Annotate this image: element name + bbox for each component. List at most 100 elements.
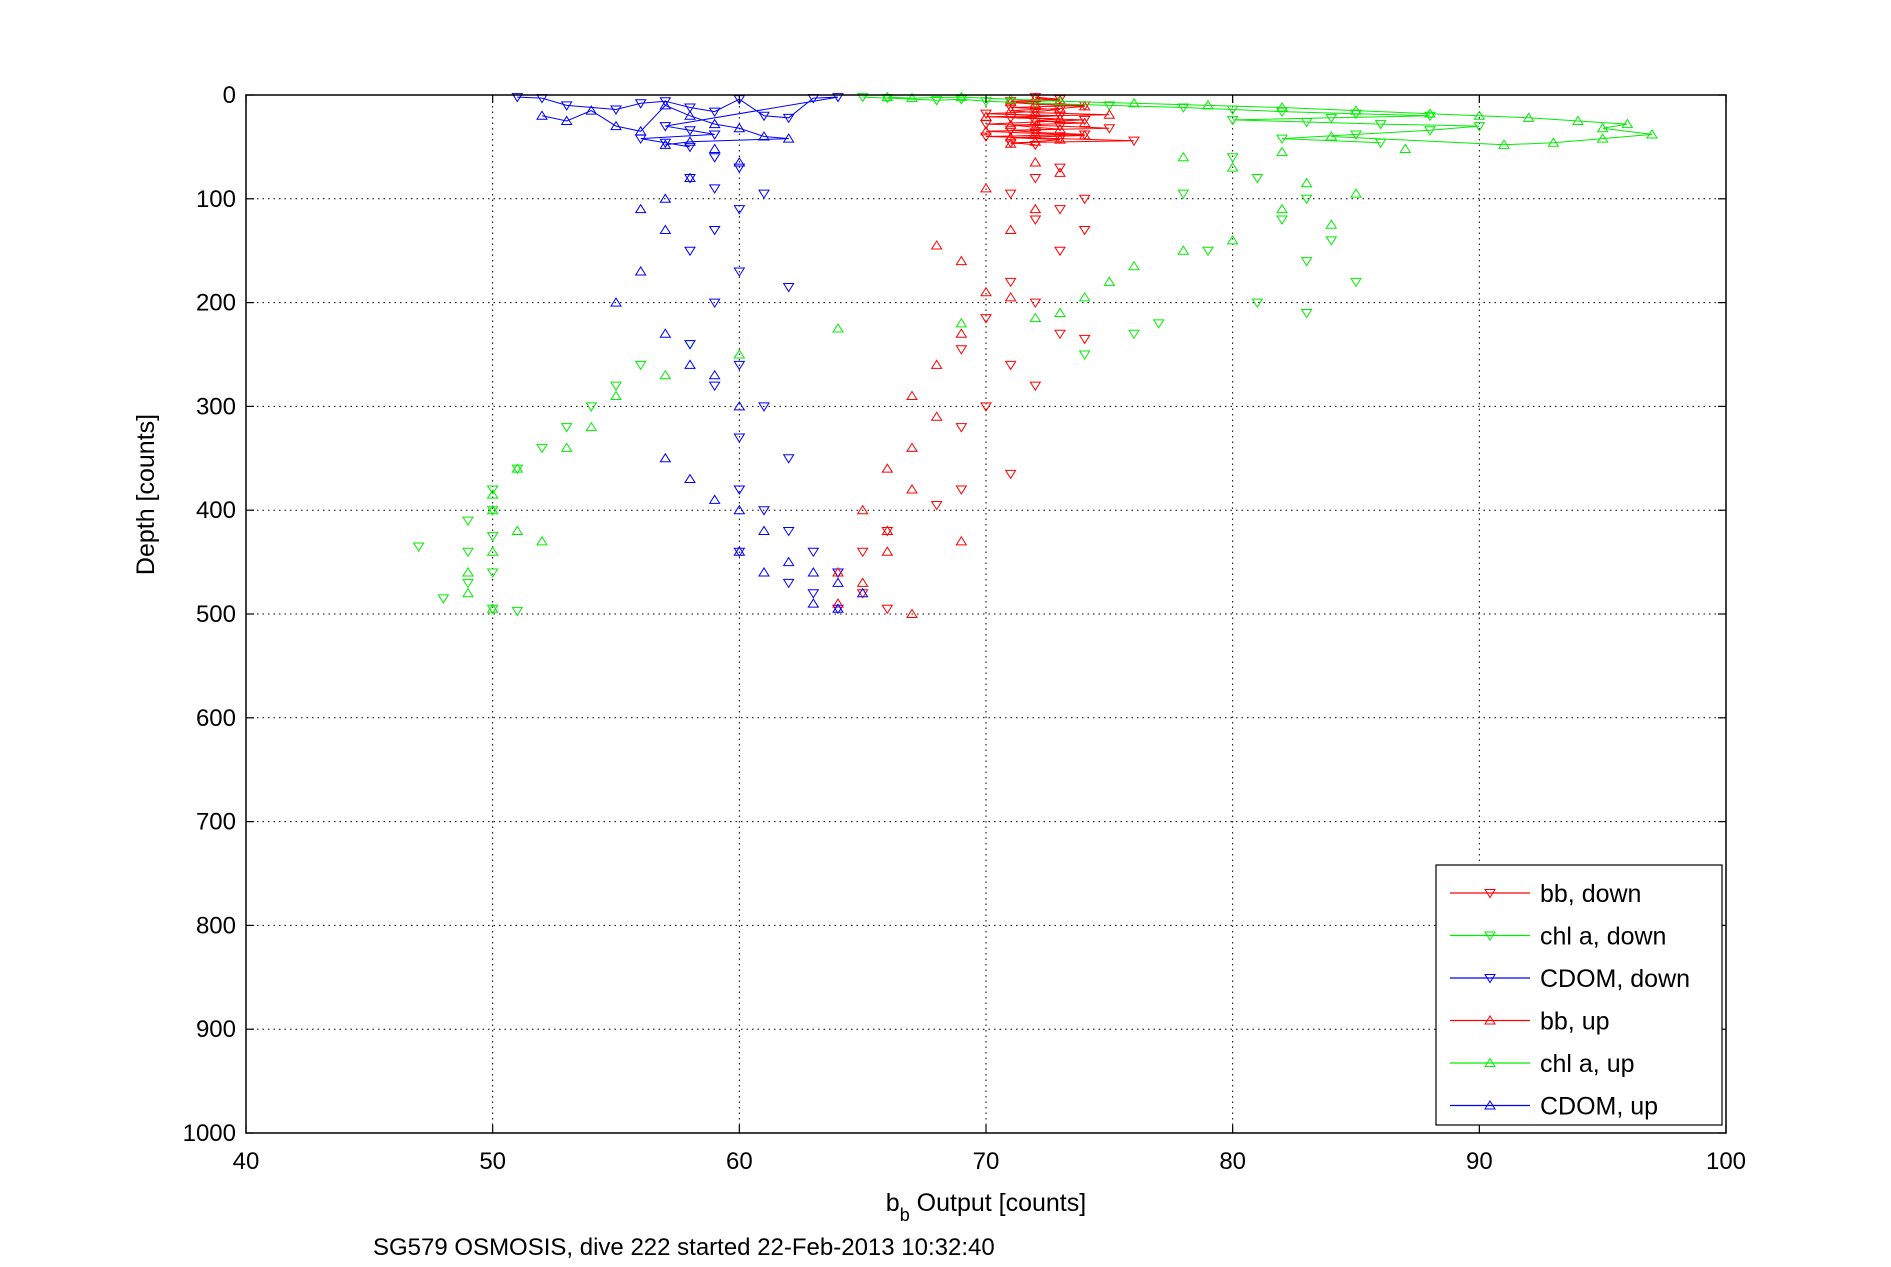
data-point	[684, 246, 696, 257]
data-point	[708, 298, 721, 309]
data-point	[758, 131, 770, 141]
data-point	[980, 402, 992, 412]
data-point	[1054, 167, 1066, 177]
chart-caption: SG579 OSMOSIS, dive 222 started 22-Feb-2…	[373, 1234, 995, 1261]
data-point	[1226, 234, 1239, 245]
data-point	[1004, 189, 1017, 200]
data-point	[980, 111, 992, 121]
data-point	[1029, 136, 1042, 146]
data-point	[832, 567, 844, 577]
data-point	[906, 390, 918, 401]
data-point	[486, 532, 499, 542]
data-point	[1054, 103, 1066, 113]
axis-ticks: 40 50 60 70 80 90 1000100200300400500600700800…	[183, 82, 1746, 1175]
data-point	[684, 174, 696, 184]
x-tick-label: 70	[973, 1148, 1000, 1175]
data-point	[930, 240, 943, 250]
data-point	[1300, 177, 1313, 188]
data-point	[1078, 117, 1091, 128]
data-point	[634, 203, 647, 214]
data-point	[708, 494, 721, 504]
data-point	[1276, 203, 1288, 214]
data-point	[1596, 122, 1609, 133]
data-point	[536, 110, 548, 120]
data-point	[1004, 119, 1017, 130]
data-point	[832, 323, 844, 333]
data-point	[708, 184, 721, 194]
data-point	[906, 608, 918, 618]
data-point	[1424, 108, 1436, 118]
legend-label: chl a, up	[1540, 1050, 1635, 1078]
data-point	[733, 205, 746, 215]
data-point	[708, 153, 721, 163]
data-point	[1054, 163, 1066, 174]
data-point	[634, 360, 647, 371]
data-point	[684, 172, 696, 183]
data-point	[1498, 139, 1510, 149]
data-point	[462, 567, 474, 577]
data-point	[684, 340, 696, 350]
data-point	[758, 506, 770, 516]
data-point	[486, 504, 499, 515]
data-point	[684, 110, 696, 120]
data-point	[684, 359, 696, 369]
data-point	[881, 604, 894, 615]
data-point	[1251, 298, 1264, 309]
data-point	[1054, 105, 1066, 115]
data-point	[733, 360, 746, 371]
y-tick-label: 700	[196, 809, 236, 836]
data-point	[1004, 103, 1017, 113]
data-point	[486, 489, 499, 499]
data-point	[832, 603, 844, 613]
legend-marker	[1484, 889, 1496, 899]
data-point	[1078, 334, 1091, 345]
data-point	[906, 442, 918, 452]
data-point	[1103, 276, 1116, 286]
data-point	[955, 345, 968, 355]
x-tick-label: 60	[726, 1148, 753, 1175]
data-point	[1473, 122, 1486, 132]
legend-label: bb, down	[1540, 880, 1641, 908]
series-line	[541, 104, 789, 146]
data-point	[1276, 215, 1288, 226]
legend-label: bb, up	[1540, 1008, 1610, 1036]
data-point	[1374, 120, 1387, 130]
legend-marker	[1484, 974, 1496, 984]
data-point	[930, 96, 943, 106]
data-point	[634, 266, 647, 276]
data-point	[1621, 118, 1634, 129]
data-point	[462, 547, 474, 558]
data-point	[560, 423, 573, 433]
data-point	[856, 577, 869, 587]
series-line	[517, 96, 839, 148]
plot-data	[412, 91, 1658, 618]
data-point	[1572, 115, 1584, 125]
data-point	[1177, 103, 1190, 113]
y-tick-label: 400	[196, 497, 236, 524]
data-point	[1325, 113, 1338, 124]
data-point	[585, 402, 598, 412]
data-point	[610, 120, 622, 131]
data-point	[659, 369, 672, 380]
data-point	[1078, 194, 1091, 205]
data-point	[536, 535, 548, 546]
data-point	[1004, 132, 1017, 142]
data-point	[1177, 245, 1190, 255]
data-point	[733, 163, 746, 174]
data-point	[832, 577, 844, 587]
data-point	[856, 587, 869, 598]
data-point	[832, 568, 844, 578]
legend-label: CDOM, up	[1540, 1093, 1658, 1121]
x-tick-label: 90	[1466, 1148, 1493, 1175]
data-point	[684, 103, 696, 113]
data-point	[955, 328, 968, 338]
data-point	[1128, 136, 1140, 147]
series-cdom-down	[511, 93, 844, 615]
data-point	[708, 130, 721, 140]
data-point	[733, 485, 746, 495]
y-tick-label: 800	[196, 912, 236, 939]
data-point	[1646, 129, 1658, 139]
series-line	[887, 96, 1653, 146]
data-point	[832, 604, 844, 615]
